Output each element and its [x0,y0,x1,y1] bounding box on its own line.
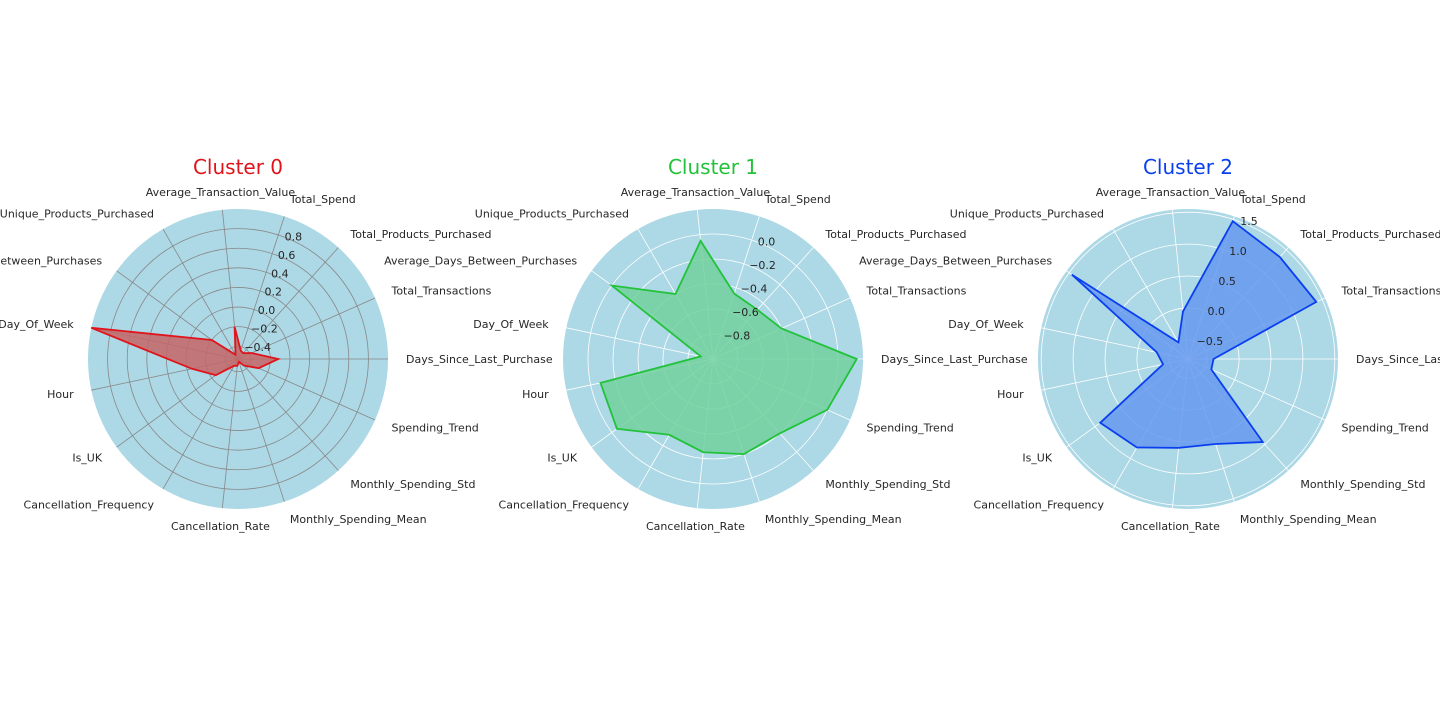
radial-tick-label: 0.8 [285,230,303,243]
category-label: Day_Of_Week [473,318,549,331]
radial-gridline [162,228,239,360]
radial-tick-label: −0.4 [244,341,271,354]
radial-gridline [237,297,376,360]
category-label: Total_Spend [289,193,356,206]
category-label: Average_Days_Between_Purchases [0,254,102,267]
category-label: Average_Transaction_Value [146,186,296,199]
radial-tick-label: 1.5 [1240,215,1258,228]
radar-panel-0: Days_Since_Last_Purchase Total_Transactio… [0,155,553,533]
radial-tick-label: −0.5 [1197,335,1224,348]
category-label: Average_Transaction_Value [1096,186,1246,199]
radial-tick-label: 0.4 [271,267,289,280]
radial-gridline [237,247,339,360]
radial-tick-label: 0.0 [1207,305,1225,318]
radial-gridline [162,358,239,490]
category-label: Hour [522,388,549,401]
category-label: Cancellation_Rate [646,520,745,533]
circular-gridline [1072,243,1304,475]
radial-gridline [237,358,339,471]
category-label: Cancellation_Frequency [24,498,155,511]
chart-title: Cluster 2 [1143,155,1233,179]
circular-gridline [126,247,350,471]
category-label: Average_Days_Between_Purchases [859,254,1052,267]
radial-tick-label: 0.6 [278,249,296,262]
category-label: Monthly_Spending_Mean [1240,513,1377,526]
category-label: Day_Of_Week [948,318,1024,331]
category-label: Spending_Trend [1341,421,1428,434]
category-label: Hour [997,388,1024,401]
radial-gridline [237,358,285,502]
category-label: Day_Of_Week [0,318,74,331]
category-label: Total_Transactions [865,285,966,298]
circular-gridline [1040,211,1336,507]
category-label: Average_Days_Between_Purchases [384,254,577,267]
category-label: Average_Transaction_Value [621,186,771,199]
category-label: Is_UK [547,452,578,465]
category-label: Monthly_Spending_Std [825,478,950,491]
radial-tick-label: −0.2 [251,323,278,336]
radial-gridline [1112,228,1189,360]
category-label: Total_Products_Purchased [1299,228,1440,241]
radial-tick-label: 0.2 [264,286,282,299]
category-label: Is_UK [1022,452,1053,465]
radar-panel-2: Days_Since_Last_Purchase Total_Transactio… [859,155,1440,533]
radial-gridline [221,358,239,509]
category-label: Cancellation_Rate [171,520,270,533]
radar-panel-1: Days_Since_Last_Purchase Total_Transactio… [384,155,1028,533]
category-label: Total_Products_Purchased [824,228,966,241]
category-label: Is_UK [72,452,103,465]
category-label: Spending_Trend [866,421,953,434]
chart-title: Cluster 1 [668,155,758,179]
chart-title: Cluster 0 [193,155,283,179]
category-label: Days_Since_Last_Purchase [406,353,553,366]
category-label: Monthly_Spending_Std [1300,478,1425,491]
series-polygon [599,239,859,456]
radial-tick-label: 1.0 [1229,245,1247,258]
category-label: Total_Transactions [390,285,491,298]
category-label: Unique_Products_Purchased [0,208,154,221]
radial-gridline [237,358,376,421]
category-label: Total_Transactions [1340,285,1440,298]
category-label: Days_Since_Last_Purchase [1356,353,1440,366]
category-label: Cancellation_Rate [1121,520,1220,533]
category-label: Monthly_Spending_Mean [290,513,427,526]
series-polygon [90,326,281,377]
category-label: Total_Products_Purchased [349,228,491,241]
radial-tick-label: −0.4 [741,283,768,296]
series-polygon [1071,219,1318,449]
category-label: Spending_Trend [391,421,478,434]
radial-tick-label: 0.0 [758,236,776,249]
radial-tick-label: −0.6 [732,306,759,319]
category-label: Monthly_Spending_Std [350,478,475,491]
category-label: Cancellation_Frequency [499,498,630,511]
circular-gridline [146,267,330,451]
radial-tick-label: 0.5 [1218,275,1236,288]
category-label: Total_Spend [1239,193,1306,206]
category-label: Cancellation_Frequency [974,498,1105,511]
category-label: Hour [47,388,74,401]
category-label: Unique_Products_Purchased [475,208,629,221]
category-label: Days_Since_Last_Purchase [881,353,1028,366]
category-label: Monthly_Spending_Mean [765,513,902,526]
circular-gridline [107,228,369,490]
radial-tick-label: −0.2 [749,259,776,272]
category-label: Unique_Products_Purchased [950,208,1104,221]
radial-gridline [237,216,285,360]
radial-tick-label: −0.8 [724,330,751,343]
radial-tick-label: 0.0 [258,304,276,317]
category-label: Total_Spend [764,193,831,206]
